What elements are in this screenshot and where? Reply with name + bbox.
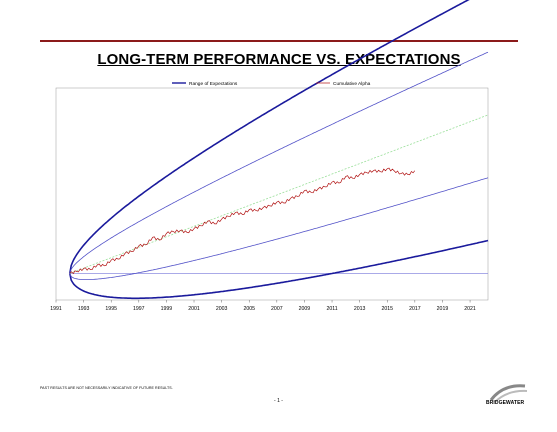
x-tick-label: 2013	[354, 306, 366, 312]
top-rule	[40, 40, 518, 42]
legend-label: Cumulative Alpha	[333, 81, 371, 87]
x-tick-label: 2001	[188, 306, 200, 312]
page-title: LONG-TERM PERFORMANCE VS. EXPECTATIONS	[97, 51, 461, 68]
legend-label: Range of Expectations	[189, 81, 238, 87]
plot-area-frame	[55, 87, 489, 301]
x-tick-label: 2003	[216, 306, 228, 312]
band-outer-lower	[69, 239, 489, 300]
x-tick-label: 2011	[326, 306, 337, 312]
x-tick-label: 1995	[105, 306, 117, 312]
x-tick-label: 2017	[409, 306, 421, 312]
x-tick-label: 2015	[381, 306, 393, 312]
band-inner-upper	[69, 51, 489, 274]
x-tick-label: 1991	[50, 306, 62, 312]
logo-text: BRIDGEWATER	[486, 400, 525, 406]
x-tick-label: 2019	[437, 306, 449, 312]
expected-center-line	[69, 114, 489, 274]
cumulative-alpha-line	[69, 167, 416, 275]
page-number: - 1 -	[274, 398, 283, 404]
x-tick-label: 1997	[133, 306, 145, 312]
x-tick-label: 2021	[464, 306, 476, 312]
band-inner-lower	[69, 177, 489, 280]
x-tick-label: 1993	[78, 306, 90, 312]
x-tick-label: 2007	[271, 306, 283, 312]
band-outer-upper	[69, 0, 470, 274]
x-tick-label: 1999	[161, 306, 173, 312]
bridgewater-logo	[489, 384, 528, 403]
x-tick-label: 2005	[243, 306, 255, 312]
x-tick-label: 2009	[299, 306, 311, 312]
disclaimer: PAST RESULTS ARE NOT NECESSARILY INDICAT…	[40, 386, 173, 390]
